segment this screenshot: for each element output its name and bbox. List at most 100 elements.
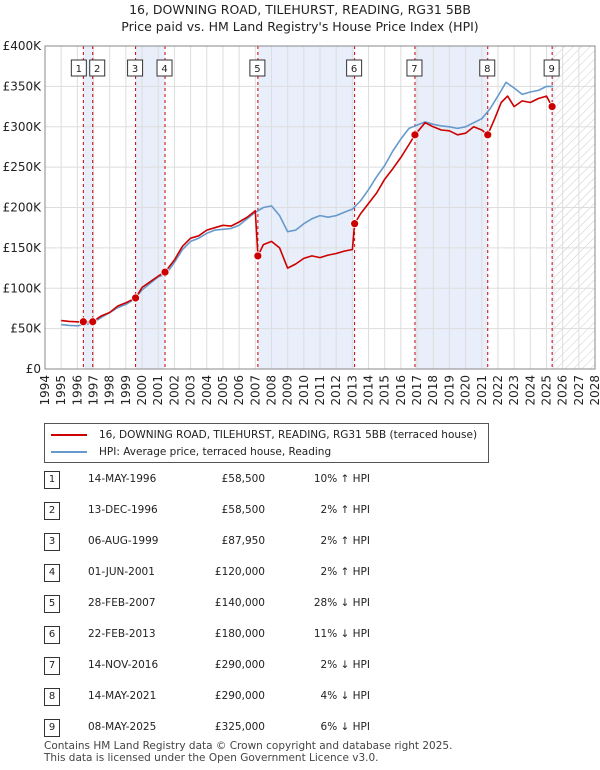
sale-point (410, 130, 420, 140)
x-tick-label: 1999 (119, 375, 133, 406)
x-tick-label: 2023 (507, 375, 521, 406)
x-tick-label: 2028 (588, 375, 600, 406)
sale-label-box (479, 59, 496, 77)
sale-price: £120,000 (214, 566, 265, 578)
table-row: 1 14-MAY-1996 £58,500 10% ↑ HPI (0, 470, 600, 492)
sale-date: 08-MAY-2025 (88, 721, 157, 733)
y-tick-label: £250K (3, 160, 43, 174)
x-tick-label: 2025 (539, 375, 553, 406)
sale-number: 4 (44, 564, 60, 582)
x-tick-label: 2021 (475, 375, 489, 406)
chart-subtitle: Price paid vs. HM Land Registry's House … (121, 19, 479, 34)
sale-hpi-diff: 2% ↓ HPI (320, 659, 370, 671)
property-series-line (61, 95, 553, 323)
sale-point (483, 130, 493, 140)
x-tick-label: 2000 (135, 375, 149, 406)
sale-point (160, 267, 170, 277)
y-tick-label: £350K (3, 79, 43, 93)
sale-date: 28-FEB-2007 (88, 597, 156, 609)
sale-hpi-diff: 11% ↓ HPI (313, 628, 370, 640)
sale-label-box (70, 59, 87, 77)
sale-label-box (346, 59, 363, 77)
sale-label-box (89, 59, 106, 77)
sale-label-number: 2 (94, 64, 100, 75)
sale-point (78, 317, 88, 327)
legend-label-hpi: HPI: Average price, terraced house, Read… (99, 446, 332, 458)
sale-label-number: 6 (351, 64, 357, 75)
legend-item-property: 16, DOWNING ROAD, TILEHURST, READING, RG… (51, 427, 477, 443)
x-tick-label: 2026 (556, 375, 570, 406)
x-tick-label: 2016 (394, 375, 408, 406)
sale-price: £87,950 (221, 535, 265, 547)
x-tick-label: 1998 (103, 375, 117, 406)
sale-hpi-diff: 4% ↓ HPI (320, 690, 370, 702)
sale-hpi-diff: 28% ↓ HPI (313, 597, 370, 609)
sale-price: £58,500 (221, 473, 265, 485)
sale-label-box (249, 59, 266, 77)
x-tick-label: 2004 (200, 375, 214, 406)
sale-number: 2 (44, 502, 60, 520)
x-tick-label: 2017 (410, 375, 424, 406)
sale-label-box (127, 59, 144, 77)
table-row: 9 08-MAY-2025 £325,000 6% ↓ HPI (0, 718, 600, 740)
legend-item-hpi: HPI: Average price, terraced house, Read… (51, 444, 331, 460)
sale-price: £290,000 (214, 659, 265, 671)
x-tick-label: 2003 (184, 375, 198, 406)
hpi-series-line (61, 81, 553, 327)
sale-price: £140,000 (214, 597, 265, 609)
footer: Contains HM Land Registry data © Crown c… (44, 740, 452, 764)
legend-label-property: 16, DOWNING ROAD, TILEHURST, READING, RG… (99, 429, 478, 441)
x-tick-label: 2005 (216, 375, 230, 406)
x-tick-label: 2024 (523, 375, 537, 406)
sale-number: 6 (44, 626, 60, 644)
sale-hpi-diff: 2% ↑ HPI (320, 535, 370, 547)
x-tick-label: 2009 (281, 375, 295, 406)
x-tick-label: 2015 (378, 375, 392, 406)
footer-licence: This data is licensed under the Open Gov… (44, 752, 379, 764)
x-tick-label: 2006 (232, 375, 246, 406)
y-tick-label: £300K (3, 120, 43, 134)
x-tick-label: 2011 (313, 375, 327, 406)
table-row: 7 14-NOV-2016 £290,000 2% ↓ HPI (0, 656, 600, 678)
x-tick-label: 2012 (329, 375, 343, 406)
sale-price: £58,500 (221, 504, 265, 516)
sale-label-box (156, 59, 173, 77)
sale-label-number: 9 (548, 64, 554, 75)
y-tick-label: £400K (3, 39, 43, 53)
sale-label-number: 3 (132, 64, 138, 75)
sale-number: 5 (44, 595, 60, 613)
sale-date: 13-DEC-1996 (88, 504, 158, 516)
sale-label-number: 8 (484, 64, 490, 75)
sale-date: 22-FEB-2013 (88, 628, 156, 640)
plot-frame (44, 45, 596, 370)
sale-date: 01-JUN-2001 (88, 566, 155, 578)
sale-date: 06-AUG-1999 (88, 535, 159, 547)
x-tick-label: 2008 (264, 375, 278, 406)
table-row: 2 13-DEC-1996 £58,500 2% ↑ HPI (0, 501, 600, 523)
sale-number: 1 (44, 471, 60, 489)
x-tick-label: 2014 (362, 375, 376, 406)
sale-hpi-diff: 6% ↓ HPI (320, 721, 370, 733)
table-row: 6 22-FEB-2013 £180,000 11% ↓ HPI (0, 625, 600, 647)
sale-hpi-diff: 10% ↑ HPI (313, 473, 370, 485)
sale-number: 3 (44, 533, 60, 551)
sale-number: 7 (44, 657, 60, 675)
sale-point (131, 293, 140, 303)
x-tick-label: 2013 (345, 375, 359, 406)
sale-price: £325,000 (214, 721, 265, 733)
sale-number: 9 (44, 719, 60, 737)
sale-point (253, 251, 263, 261)
sale-hpi-diff: 2% ↑ HPI (320, 504, 370, 516)
sale-label-number: 5 (254, 64, 260, 75)
sale-label-box (543, 59, 560, 77)
price-chart: 1 2 3 4 5 6 7 8 9 £0 £50K £100K £150K £200K £250K £300… (3, 39, 600, 406)
y-tick-label: £100K (3, 281, 43, 295)
legend: 16, DOWNING ROAD, TILEHURST, READING, RG… (44, 423, 489, 463)
table-row: 5 28-FEB-2007 £140,000 28% ↓ HPI (0, 594, 600, 616)
sale-point (547, 102, 557, 111)
y-tick-label: £50K (10, 322, 42, 336)
sale-label-number: 1 (76, 64, 82, 75)
table-row: 3 06-AUG-1999 £87,950 2% ↑ HPI (0, 532, 600, 554)
sale-point (350, 219, 360, 229)
sale-label-box (406, 59, 423, 77)
